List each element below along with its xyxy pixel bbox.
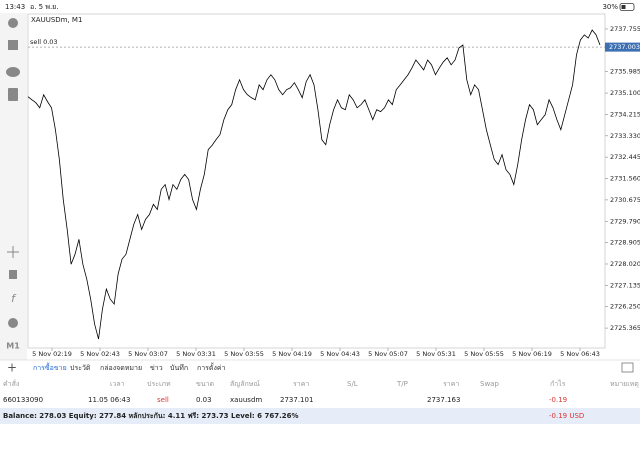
add-icon[interactable] <box>8 88 18 101</box>
tab[interactable]: ข่าว <box>150 364 163 372</box>
cell[interactable]: xauusdm <box>230 396 262 404</box>
y-tick-label: 2735.100 <box>610 89 640 97</box>
balance: Balance: 278.03 Equity: 277.84 หลักประกั… <box>3 412 298 420</box>
column-header: สัญลักษณ์ <box>230 380 260 388</box>
chart: 2737.755 2735.985 2735.100 2734.215 2733.330… <box>27 25 640 358</box>
x-tick-label: 5 Nov 06:43 <box>560 350 600 358</box>
x-tick-label: 5 Nov 04:43 <box>320 350 360 358</box>
price-line <box>27 29 601 340</box>
price-box <box>605 42 640 52</box>
battery-level <box>621 5 626 9</box>
cell[interactable]: 660133090 <box>3 396 43 404</box>
balance-bar <box>0 408 640 424</box>
x-tick-label: 5 Nov 06:19 <box>512 350 552 358</box>
cell[interactable]: sell <box>157 396 169 404</box>
x-tick-label: 5 Nov 04:19 <box>272 350 312 358</box>
column-header: คำสั่ง <box>3 379 19 388</box>
column-header: ราคา <box>443 380 459 388</box>
y-tick-label: 2732.445 <box>610 153 640 161</box>
x-tick-label: 5 Nov 02:43 <box>80 350 120 358</box>
tab[interactable]: กล่องจดหมาย <box>100 364 142 372</box>
objects-icon[interactable] <box>8 318 18 328</box>
toolbar-icons[interactable]: f M1 <box>6 18 20 351</box>
y-tick-label: 2730.675 <box>610 196 640 204</box>
column-header: ประเภท <box>147 380 171 388</box>
toolbar <box>0 13 27 360</box>
x-tick-label: 5 Nov 03:07 <box>128 350 168 358</box>
y-tick-label: 2729.790 <box>610 217 640 225</box>
x-tick-label: 5 Nov 02:19 <box>32 350 72 358</box>
trade-icon[interactable] <box>8 40 18 50</box>
cell[interactable]: 2737.101 <box>280 396 313 404</box>
order-label: sell 0.03 <box>30 38 58 46</box>
status-battery: 30% <box>602 3 618 11</box>
chart-title: XAUUSDm, M1 <box>31 16 82 24</box>
y-tick-label: 2735.985 <box>610 68 640 76</box>
column-header: T/P <box>396 380 408 388</box>
cell[interactable]: 0.03 <box>196 396 212 404</box>
cell[interactable]: 2737.163 <box>427 396 460 404</box>
crosshair-icon[interactable] <box>7 246 19 258</box>
y-tick-label: 2734.215 <box>610 110 640 118</box>
column-header: หมายเหตุ <box>610 380 639 388</box>
add-button[interactable]: + <box>7 361 17 375</box>
function-icon[interactable]: f <box>11 292 17 305</box>
status-time: 13:43 <box>5 3 25 11</box>
total-profit: -0.19 USD <box>549 412 584 420</box>
tab[interactable]: การตั้งค่า <box>197 361 226 372</box>
account-icon[interactable] <box>8 18 18 28</box>
plot-frame <box>27 13 606 349</box>
y-tick-label: 2728.020 <box>610 260 640 268</box>
chat-icon[interactable] <box>6 67 20 77</box>
x-tick-label: 5 Nov 03:31 <box>176 350 216 358</box>
x-tick-label: 5 Nov 05:31 <box>416 350 456 358</box>
y-tick-label: 2731.560 <box>610 175 640 183</box>
column-header: Swap <box>480 380 499 388</box>
cell[interactable]: 11.05 06:43 <box>88 396 130 404</box>
x-tick-label: 5 Nov 05:07 <box>368 350 408 358</box>
column-header: กำไร <box>550 379 566 388</box>
indicator-icon[interactable] <box>9 270 17 279</box>
column-header: เวลา <box>110 380 125 388</box>
ui: การซื้อขาย ประวัติ กล่องจดหมาย ข่าว บันทึก กา… <box>3 361 639 420</box>
price-box-label: 2737.003 <box>609 43 640 51</box>
cell[interactable]: -0.19 <box>549 396 567 404</box>
y-tick-label: 2733.330 <box>610 132 640 140</box>
status-bar <box>0 0 640 13</box>
column-header: ราคา <box>293 380 309 388</box>
tab[interactable]: ประวัติ <box>70 364 91 372</box>
column-header: S/L <box>347 380 358 388</box>
y-tick-label: 2725.365 <box>610 324 640 332</box>
tab[interactable]: การซื้อขาย <box>33 361 67 372</box>
y-tick-label: 2727.135 <box>610 281 640 289</box>
layout-button[interactable] <box>621 362 634 373</box>
tab[interactable]: บันทึก <box>170 363 188 372</box>
battery-icon <box>619 3 635 11</box>
x-tick-label: 5 Nov 03:55 <box>224 350 264 358</box>
column-header: ขนาด <box>196 380 214 388</box>
status-date: อ. 5 พ.ย. <box>30 3 59 11</box>
period-icon[interactable]: M1 <box>6 342 20 351</box>
y-tick-label: 2728.905 <box>610 239 640 247</box>
y-tick-label: 2726.250 <box>610 303 640 311</box>
x-tick-label: 5 Nov 05:55 <box>464 350 504 358</box>
y-tick-label: 2737.755 <box>610 25 640 33</box>
